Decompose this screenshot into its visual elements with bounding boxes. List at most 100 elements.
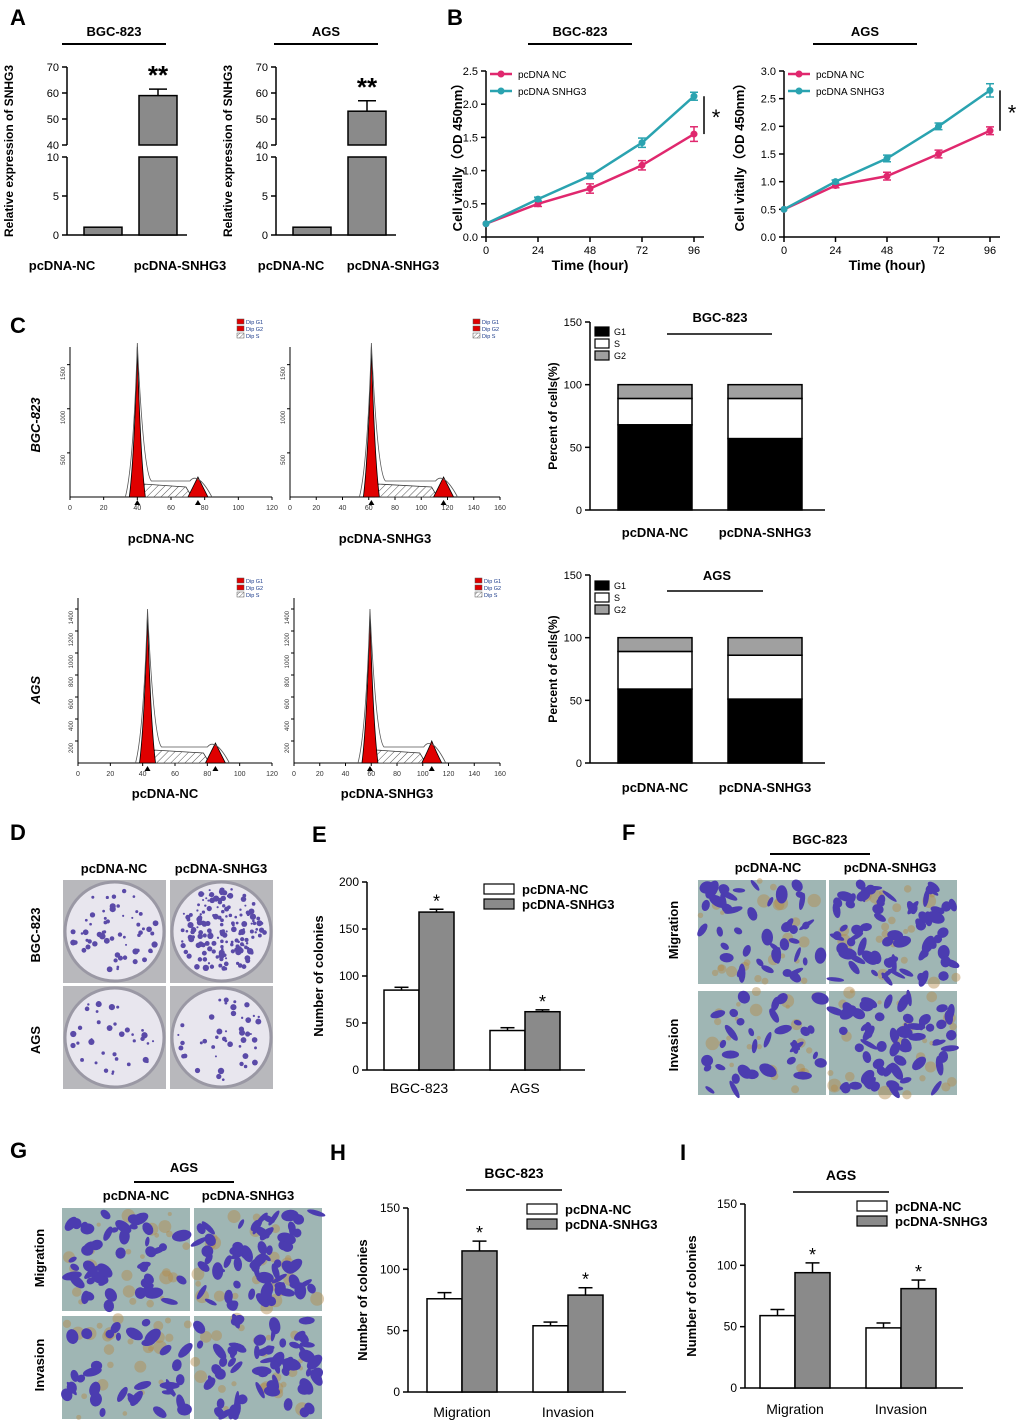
colony: [94, 1061, 98, 1065]
y-tick-label: 60: [47, 88, 59, 100]
peak-marker: [194, 500, 201, 505]
membrane-pore: [122, 1285, 136, 1298]
membrane-pore: [697, 912, 704, 919]
stained-cell: [720, 892, 727, 912]
membrane-pore: [705, 1036, 720, 1051]
colony: [235, 961, 240, 966]
data-point: [935, 150, 942, 158]
membrane-pore: [153, 1320, 164, 1331]
x-tick-label: pcDNA-SNHG3: [719, 780, 811, 795]
row-label: Migration: [32, 1229, 47, 1288]
colony: [249, 929, 254, 934]
significance-mark: *: [712, 105, 721, 130]
stained-cell: [826, 1006, 845, 1016]
colony: [230, 1004, 237, 1011]
colony: [207, 962, 211, 965]
colony: [211, 940, 217, 946]
membrane-pore: [227, 1210, 241, 1224]
legend-swatch: [483, 898, 515, 910]
membrane-pore: [922, 1038, 928, 1044]
x-tick-label: 20: [106, 771, 114, 778]
legend-swatch: [236, 325, 245, 332]
colony: [131, 1033, 134, 1036]
membrane-pore: [271, 1224, 281, 1234]
colony: [251, 935, 255, 939]
stained-cell: [802, 921, 810, 930]
stained-cell: [176, 1394, 186, 1413]
membrane-pore: [756, 1035, 761, 1041]
stained-cell: [255, 1293, 270, 1308]
colony: [181, 1053, 186, 1059]
colony: [103, 1068, 109, 1073]
panel-letter-g: G: [10, 1138, 27, 1163]
colony: [209, 931, 212, 934]
stained-cell: [86, 1277, 96, 1285]
stained-cell: [271, 1263, 280, 1280]
colony: [118, 1031, 125, 1038]
stained-cell: [767, 897, 774, 907]
membrane-pore: [200, 1331, 212, 1343]
colony: [146, 926, 152, 933]
colony: [240, 1037, 247, 1043]
grid-title: BGC-823: [793, 832, 848, 847]
legend-swatch: [856, 1200, 888, 1212]
histogram-g1-peak: [361, 612, 379, 764]
stained-cell: [297, 1279, 312, 1290]
x-axis-label: Time (hour): [849, 257, 926, 273]
stained-cell: [862, 1075, 873, 1090]
membrane-pore: [736, 1002, 741, 1007]
x-tick-label: Invasion: [542, 1404, 594, 1420]
y-tick-label: 1500: [61, 366, 67, 380]
colony: [196, 909, 199, 912]
stained-cell: [716, 926, 723, 937]
stained-cell: [769, 1008, 780, 1023]
membrane-pore: [182, 1242, 191, 1251]
x-tick-label: 60: [367, 771, 375, 778]
stained-cell: [794, 947, 801, 962]
stained-cell: [856, 890, 871, 902]
stained-cell: [115, 1220, 132, 1234]
colony: [131, 916, 134, 919]
colony: [101, 1051, 105, 1055]
stained-cell: [839, 1081, 849, 1090]
colony: [234, 915, 238, 919]
colony: [218, 952, 225, 959]
stained-cell: [104, 1288, 117, 1302]
stained-cell: [886, 1080, 900, 1090]
stained-cell: [130, 1212, 149, 1226]
stained-cell: [141, 1318, 151, 1327]
colony: [244, 1002, 250, 1008]
y-axis-label: Cell vitally（OD 450nm）: [450, 77, 465, 232]
data-point: [690, 130, 698, 138]
colony: [201, 942, 206, 948]
stained-cell: [307, 1283, 316, 1294]
x-tick-label: pcDNA-NC: [29, 258, 96, 273]
stained-cell: [172, 1359, 182, 1372]
stained-cell: [230, 1407, 239, 1420]
colony: [106, 1025, 113, 1031]
y-tick-label: 800: [69, 676, 75, 687]
histogram-envelope: [357, 608, 447, 764]
series-line: [485, 95, 695, 225]
membrane-pore: [949, 1022, 957, 1031]
stained-cell: [233, 1256, 243, 1272]
membrane-pore: [121, 1269, 133, 1281]
colony: [70, 939, 77, 946]
stained-cell: [719, 1039, 727, 1049]
y-tick-label: 50: [256, 114, 268, 126]
colony: [208, 889, 211, 892]
stained-cell: [851, 924, 864, 936]
y-axis-label: Percent of cells(%): [546, 615, 560, 722]
colony: [197, 957, 203, 962]
colony: [255, 928, 259, 931]
colony: [254, 931, 257, 934]
colony: [70, 1042, 76, 1049]
stained-cell: [719, 890, 738, 901]
legend-label: G1: [614, 327, 626, 337]
row-label: Invasion: [32, 1339, 47, 1392]
peak-marker: [440, 500, 447, 505]
data-point: [638, 139, 646, 147]
histogram-label: pcDNA-SNHG3: [339, 531, 431, 546]
stained-cell: [219, 1357, 228, 1367]
panel-letter-h: H: [330, 1140, 346, 1165]
